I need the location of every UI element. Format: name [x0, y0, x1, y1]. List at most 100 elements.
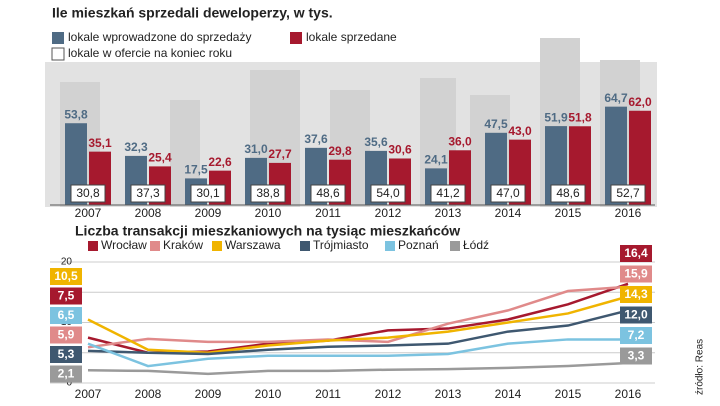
legend-swatch: [88, 241, 98, 251]
end-label-box: [620, 286, 652, 303]
end-label: 12,0: [624, 308, 648, 322]
offer-box: [550, 184, 586, 203]
offer-label: 38,8: [256, 186, 280, 200]
end-label: 15,9: [624, 267, 648, 281]
value-label: 31,0: [244, 142, 268, 156]
offer-box: [490, 184, 526, 203]
offer-box: [250, 184, 286, 203]
bar: [605, 106, 627, 205]
chart-title: Ile mieszkań sprzedali deweloperzy, w ty…: [52, 5, 333, 21]
x-tick-label: 2014: [495, 206, 522, 220]
offer-label: 52,7: [616, 186, 640, 200]
legend-swatch: [212, 241, 222, 251]
offer-label: 54,0: [376, 186, 400, 200]
end-label: 7,2: [628, 328, 645, 342]
offer-label: 48,6: [556, 186, 580, 200]
value-label: 36,0: [448, 134, 472, 148]
line: [87, 309, 629, 356]
value-label: 43,0: [508, 124, 532, 138]
legend-swatch: [300, 241, 310, 251]
y-tick-label: 20: [61, 257, 73, 268]
bar: [629, 110, 651, 205]
value-label: 51,8: [568, 110, 592, 124]
x-tick-label: 2010: [255, 387, 282, 401]
x-tick-label: 2010: [255, 206, 282, 220]
value-label: 53,8: [64, 107, 88, 121]
end-label-box: [50, 307, 82, 324]
end-label-box: [620, 245, 652, 262]
legend-label: lokale wprowadzone do sprzedaży: [68, 30, 251, 44]
legend-swatch: [52, 32, 64, 44]
end-label-box: [620, 327, 652, 344]
x-tick-label: 2015: [555, 206, 582, 220]
value-label: 62,0: [628, 95, 652, 109]
legend-label: lokale sprzedane: [306, 30, 397, 44]
line: [87, 282, 629, 355]
legend-swatch: [290, 32, 302, 44]
x-tick-label: 2009: [195, 387, 222, 401]
value-label: 64,7: [604, 91, 628, 105]
legend-label: lokale w ofercie na koniec roku: [68, 46, 232, 60]
end-label-box: [50, 365, 82, 383]
end-label-box: [50, 346, 82, 363]
value-label: 37,6: [304, 132, 328, 146]
legend-swatch: [385, 241, 395, 251]
legend-swatch: [150, 241, 160, 251]
end-label-box: [620, 265, 652, 283]
offer-label: 48,6: [316, 186, 340, 200]
value-label: 35,6: [364, 135, 388, 149]
end-label: 2,1: [58, 367, 75, 381]
x-tick-label: 2007: [75, 206, 102, 220]
end-label: 10,5: [54, 269, 78, 283]
x-tick-label: 2016: [615, 387, 642, 401]
x-tick-label: 2014: [495, 387, 522, 401]
value-label: 29,8: [328, 144, 352, 158]
x-tick-label: 2011: [315, 206, 341, 220]
end-label: 5,3: [58, 347, 75, 361]
offer-box: [130, 184, 166, 203]
legend-label: Warszawa: [225, 238, 281, 252]
end-label: 5,9: [58, 328, 75, 342]
end-label: 3,3: [628, 349, 645, 363]
x-tick-label: 2007: [75, 387, 102, 401]
x-tick-label: 2012: [375, 387, 402, 401]
end-label-box: [50, 326, 82, 344]
legend-label: Wrocław: [101, 238, 147, 252]
x-tick-label: 2013: [435, 387, 462, 401]
offer-label: 30,8: [76, 186, 100, 200]
legend-swatch: [450, 241, 460, 251]
offer-box: [190, 184, 226, 203]
x-tick-label: 2015: [555, 387, 582, 401]
end-label: 6,5: [58, 308, 75, 322]
end-label-box: [620, 306, 652, 324]
offer-label: 41,2: [436, 186, 460, 200]
line: [87, 338, 628, 368]
source: źródło: Reas: [695, 339, 706, 395]
value-label: 51,9: [544, 110, 568, 124]
offer-box: [610, 184, 646, 203]
legend-label: Kraków: [163, 238, 203, 252]
line: [87, 285, 629, 349]
value-label: 35,1: [88, 136, 112, 150]
end-label: 16,4: [624, 246, 648, 260]
end-label: 7,5: [58, 289, 75, 303]
x-tick-label: 2008: [135, 206, 162, 220]
legend-label: Łódź: [463, 238, 489, 252]
line: [87, 295, 629, 355]
value-label: 32,3: [124, 140, 148, 154]
value-label: 27,7: [268, 147, 292, 161]
x-tick-label: 2009: [195, 206, 222, 220]
legend-label: Trójmiasto: [313, 238, 369, 252]
end-label-box: [50, 287, 82, 305]
value-label: 24,1: [424, 153, 448, 167]
chart-title: Liczba transakcji mieszkaniowych na tysi…: [75, 223, 460, 239]
legend-label: Poznań: [398, 238, 439, 252]
value-label: 17,5: [184, 163, 208, 177]
legend-swatch: [51, 47, 65, 61]
value-label: 30,6: [388, 143, 412, 157]
offer-box: [310, 184, 346, 203]
end-label: 14,3: [624, 287, 648, 301]
offer-box: [70, 184, 106, 203]
x-tick-label: 2013: [435, 206, 462, 220]
